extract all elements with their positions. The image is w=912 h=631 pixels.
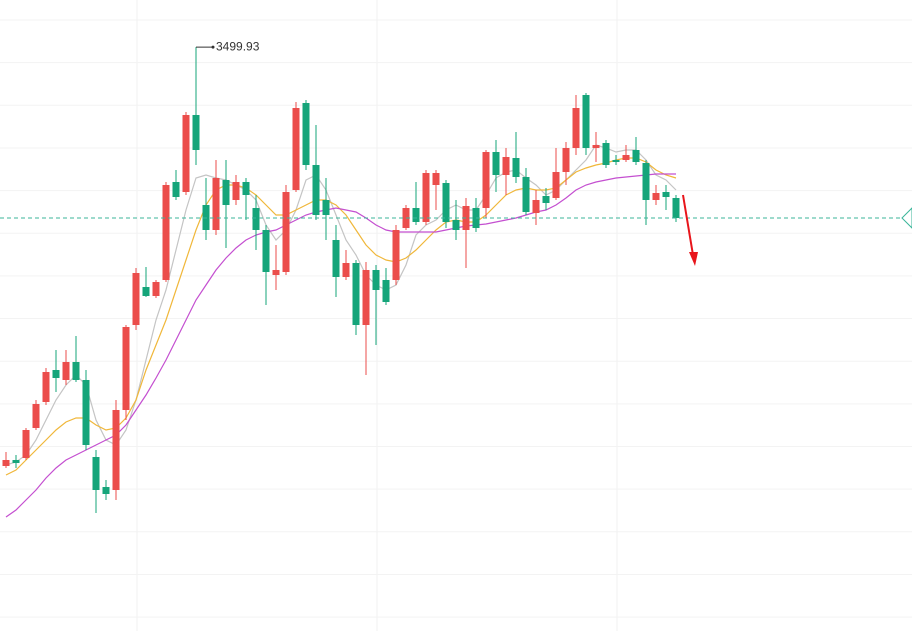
candle-body (592, 145, 600, 148)
candle-body (152, 282, 160, 296)
candle-body (352, 263, 360, 325)
candle-body (492, 152, 500, 175)
candle-body (102, 487, 110, 494)
candle-body (72, 362, 80, 380)
candle-body (612, 160, 620, 162)
candle-body (62, 362, 70, 380)
candle-body (132, 273, 140, 325)
candle-body (562, 148, 570, 172)
candle-body (482, 152, 490, 208)
candle-body (52, 370, 60, 378)
candle-body (162, 185, 170, 280)
candle-body (242, 182, 250, 195)
candle-body (662, 192, 670, 197)
candle-body (182, 115, 190, 192)
candle-body (312, 165, 320, 215)
candle-body (332, 240, 340, 277)
candle-body (282, 192, 290, 272)
candle-body (262, 230, 270, 272)
candle-body (642, 163, 650, 200)
trend-arrow (682, 194, 698, 266)
candle-body (272, 270, 280, 275)
candle-body (292, 108, 300, 190)
arrow-shaft (682, 194, 694, 256)
candle-body (222, 180, 230, 205)
candle-body (142, 287, 150, 296)
candle-body (392, 230, 400, 280)
candle-body (652, 193, 660, 200)
price-marker (901, 207, 912, 229)
candle-body (32, 404, 40, 428)
candle-body (672, 198, 680, 218)
candle-body (192, 115, 200, 150)
candle-body (112, 410, 120, 490)
candle-body (552, 172, 560, 198)
candle-body (452, 220, 460, 230)
candle-body (522, 177, 530, 212)
candle-body (362, 270, 370, 325)
candle-body (632, 150, 640, 162)
candle-body (342, 263, 350, 277)
candle-body (22, 430, 30, 458)
candle-body (92, 457, 100, 490)
candle-body (602, 143, 610, 165)
candle-body (322, 200, 330, 215)
candle-body (532, 200, 540, 213)
candle-body (422, 173, 430, 222)
candle-body (2, 460, 10, 466)
candle-body (542, 196, 550, 203)
candle-body (582, 95, 590, 148)
candle-body (212, 178, 220, 230)
candle-body (512, 158, 520, 177)
max-label-dot (211, 45, 215, 49)
moving-average-line (5, 157, 677, 476)
plot-area: 3499.93 (0, 39, 912, 518)
candle-body (42, 372, 50, 402)
candle-body (12, 460, 20, 463)
candle-body (372, 270, 380, 290)
candle-body (82, 380, 90, 445)
candle-body (172, 182, 180, 197)
candle-body (302, 103, 310, 165)
candle-body (382, 280, 390, 302)
candle-body (122, 327, 130, 410)
candle-body (622, 155, 630, 160)
candle-body (432, 173, 440, 185)
candle-body (572, 108, 580, 148)
moving-average-line (5, 173, 676, 518)
candle-body (412, 208, 420, 222)
arrow-head (689, 252, 698, 266)
max-label: 3499.93 (216, 39, 260, 53)
candle-body (442, 183, 450, 222)
candle-body (502, 157, 510, 175)
candle-body (232, 182, 240, 200)
moving-average-line (5, 144, 677, 466)
candle-body (252, 208, 260, 230)
